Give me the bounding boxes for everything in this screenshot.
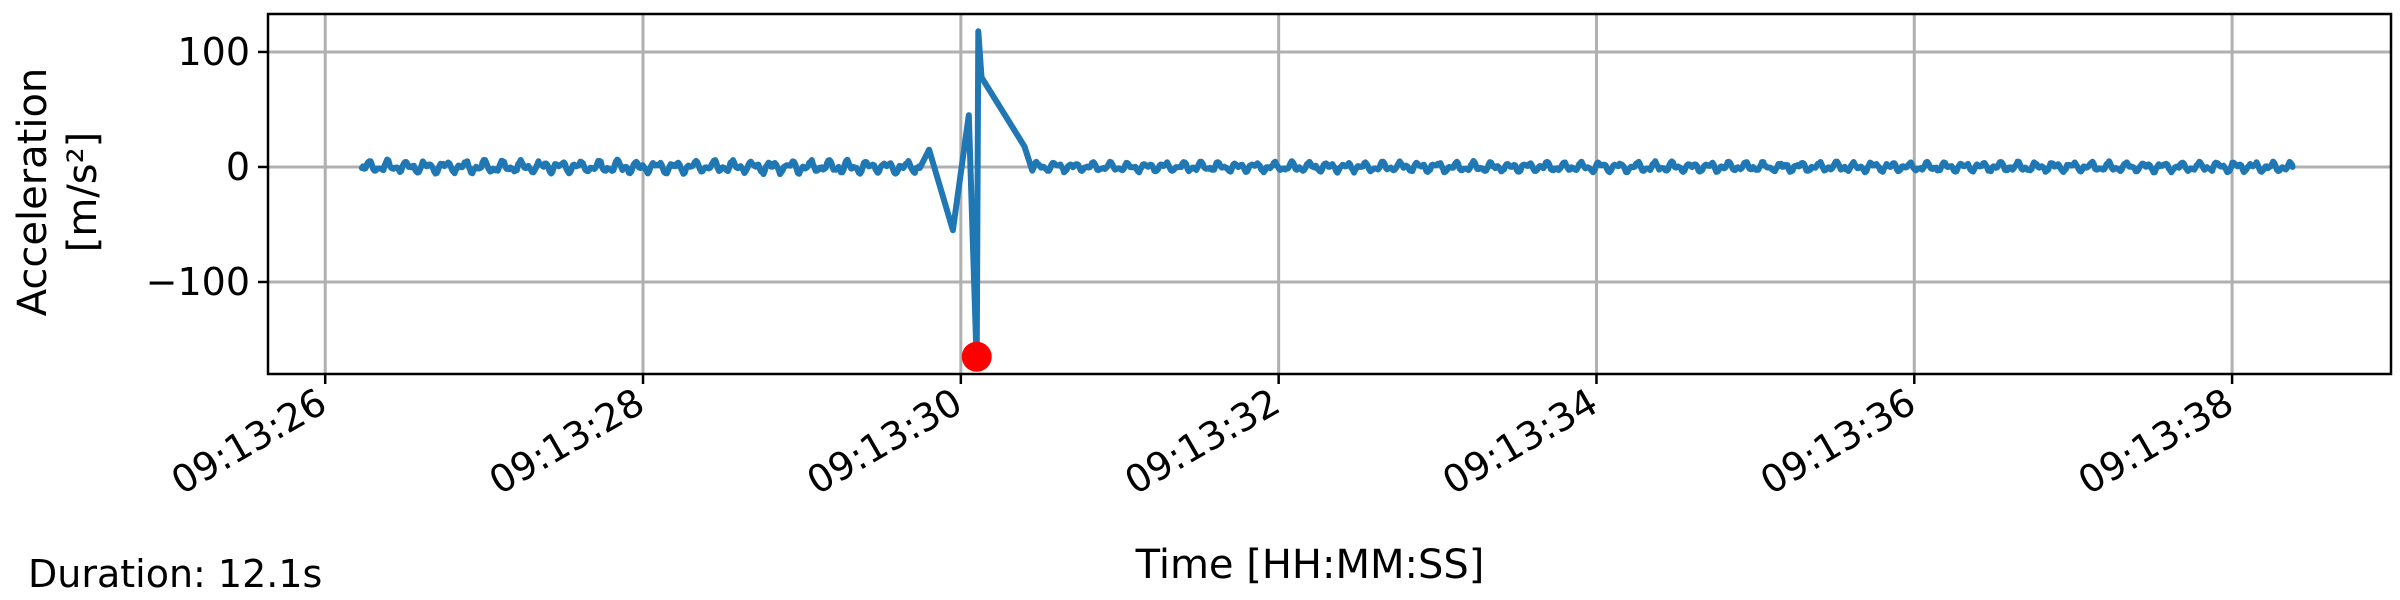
y-tick-label: 100 <box>177 30 250 74</box>
x-tick-label: 09:13:28 <box>482 380 652 503</box>
peak-marker-dot <box>961 341 992 372</box>
x-axis-title: Time [HH:MM:SS] <box>1135 542 1485 588</box>
y-axis: 100 0 −100 <box>146 30 268 304</box>
y-axis-title: Acceleration [m/s²] <box>10 68 106 317</box>
marker-layer <box>961 341 992 372</box>
x-tick-label: 09:13:38 <box>2071 380 2241 503</box>
x-tick-label: 09:13:32 <box>1117 380 1287 503</box>
series-layer <box>358 28 2296 366</box>
y-tick-label: 0 <box>226 145 250 189</box>
y-tick-label: −100 <box>146 260 250 304</box>
acceleration-series-line <box>358 28 2296 366</box>
x-tick-label: 09:13:30 <box>800 380 970 503</box>
x-axis: 09:13:26 09:13:28 09:13:30 09:13:32 09:13:34… <box>164 374 2241 503</box>
y-axis-title-line-1: Acceleration <box>10 68 56 317</box>
x-tick-label: 09:13:36 <box>1753 380 1923 503</box>
grid <box>268 14 2391 374</box>
x-tick-label: 09:13:34 <box>1435 380 1605 503</box>
plot-frame <box>266 12 2393 376</box>
duration-label: Duration: 12.1s <box>28 552 323 596</box>
y-axis-title-line-2: [m/s²] <box>60 132 106 253</box>
x-tick-label: 09:13:26 <box>164 380 334 503</box>
